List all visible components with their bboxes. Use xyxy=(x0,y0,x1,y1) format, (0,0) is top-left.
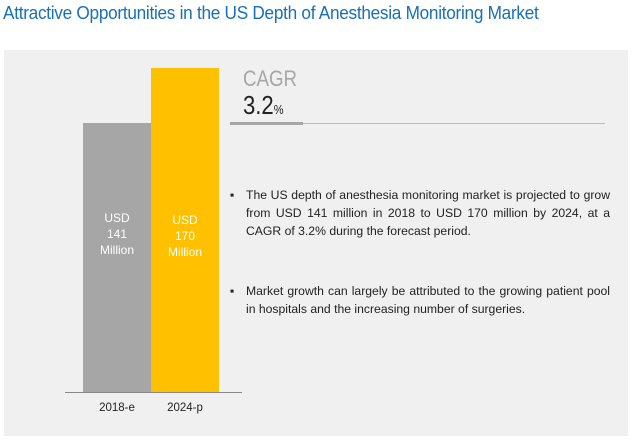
page-title: Attractive Opportunities in the US Depth… xyxy=(3,2,539,23)
bullet-icon: ▪ xyxy=(230,284,235,298)
cagr-value: 3.2% xyxy=(243,90,284,121)
bullet-icon: ▪ xyxy=(230,188,235,202)
x-axis xyxy=(65,392,242,393)
x-tick-label: 2018-e xyxy=(99,402,135,414)
bullet-text: The US depth of anesthesia monitoring ma… xyxy=(246,188,610,238)
bar-2024-p xyxy=(151,68,219,392)
cagr-number: 3.2 xyxy=(243,90,274,120)
bar-data-label: USD 141 Million xyxy=(99,211,134,257)
x-tick-label: 2024-p xyxy=(167,402,203,414)
bar-2018-e xyxy=(83,123,151,392)
cagr-unit: % xyxy=(273,102,284,117)
cagr-label: CAGR xyxy=(243,66,298,91)
bar-data-label: USD 170 Million xyxy=(167,213,202,259)
bullet-text: Market growth can largely be attributed … xyxy=(246,284,610,316)
bullet-item: ▪ The US depth of anesthesia monitoring m… xyxy=(230,186,610,240)
bullet-item: ▪ Market growth can largely be attributed… xyxy=(230,282,610,318)
divider-accent xyxy=(230,122,303,125)
divider xyxy=(230,123,605,124)
